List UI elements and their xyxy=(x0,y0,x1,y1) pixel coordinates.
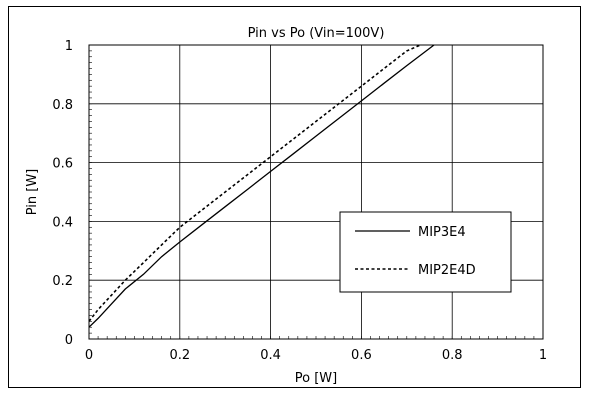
y-tick-label: 0.4 xyxy=(52,215,73,230)
plot-area-border xyxy=(88,44,544,340)
tick-labels: 0 0.2 0.4 0.6 0.8 1 0 0.2 0.4 0.6 0.8 1 xyxy=(52,39,547,363)
y-axis-label: Pin [W] xyxy=(25,169,40,216)
y-tick-label: 0 xyxy=(65,333,73,348)
series-group xyxy=(88,44,435,328)
x-tick-label: 0.2 xyxy=(169,348,190,363)
chart-frame xyxy=(8,6,581,388)
x-tick-label: 1 xyxy=(539,348,547,363)
legend-box xyxy=(339,211,512,293)
y-tick-label: 1 xyxy=(65,39,73,54)
legend-label-mip2e4d: MIP2E4D xyxy=(418,263,476,278)
x-tick-label: 0.6 xyxy=(351,348,372,363)
series-line-mip2e4d xyxy=(88,44,421,322)
y-tick-label: 0.6 xyxy=(52,157,73,172)
x-tick-label: 0.4 xyxy=(260,348,281,363)
y-tick-label: 0.8 xyxy=(52,98,73,113)
x-tick-label: 0 xyxy=(85,348,93,363)
legend: MIP3E4 MIP2E4D xyxy=(339,211,512,293)
y-tick-label: 0.2 xyxy=(52,274,73,289)
x-tick-label: 0.8 xyxy=(442,348,463,363)
legend-label-mip3e4: MIP3E4 xyxy=(418,225,466,240)
grid-lines xyxy=(88,44,544,340)
x-axis-label: Po [W] xyxy=(295,371,337,386)
series-line-mip3e4 xyxy=(88,44,435,328)
chart-title: Pin vs Po (Vin=100V) xyxy=(248,26,385,41)
